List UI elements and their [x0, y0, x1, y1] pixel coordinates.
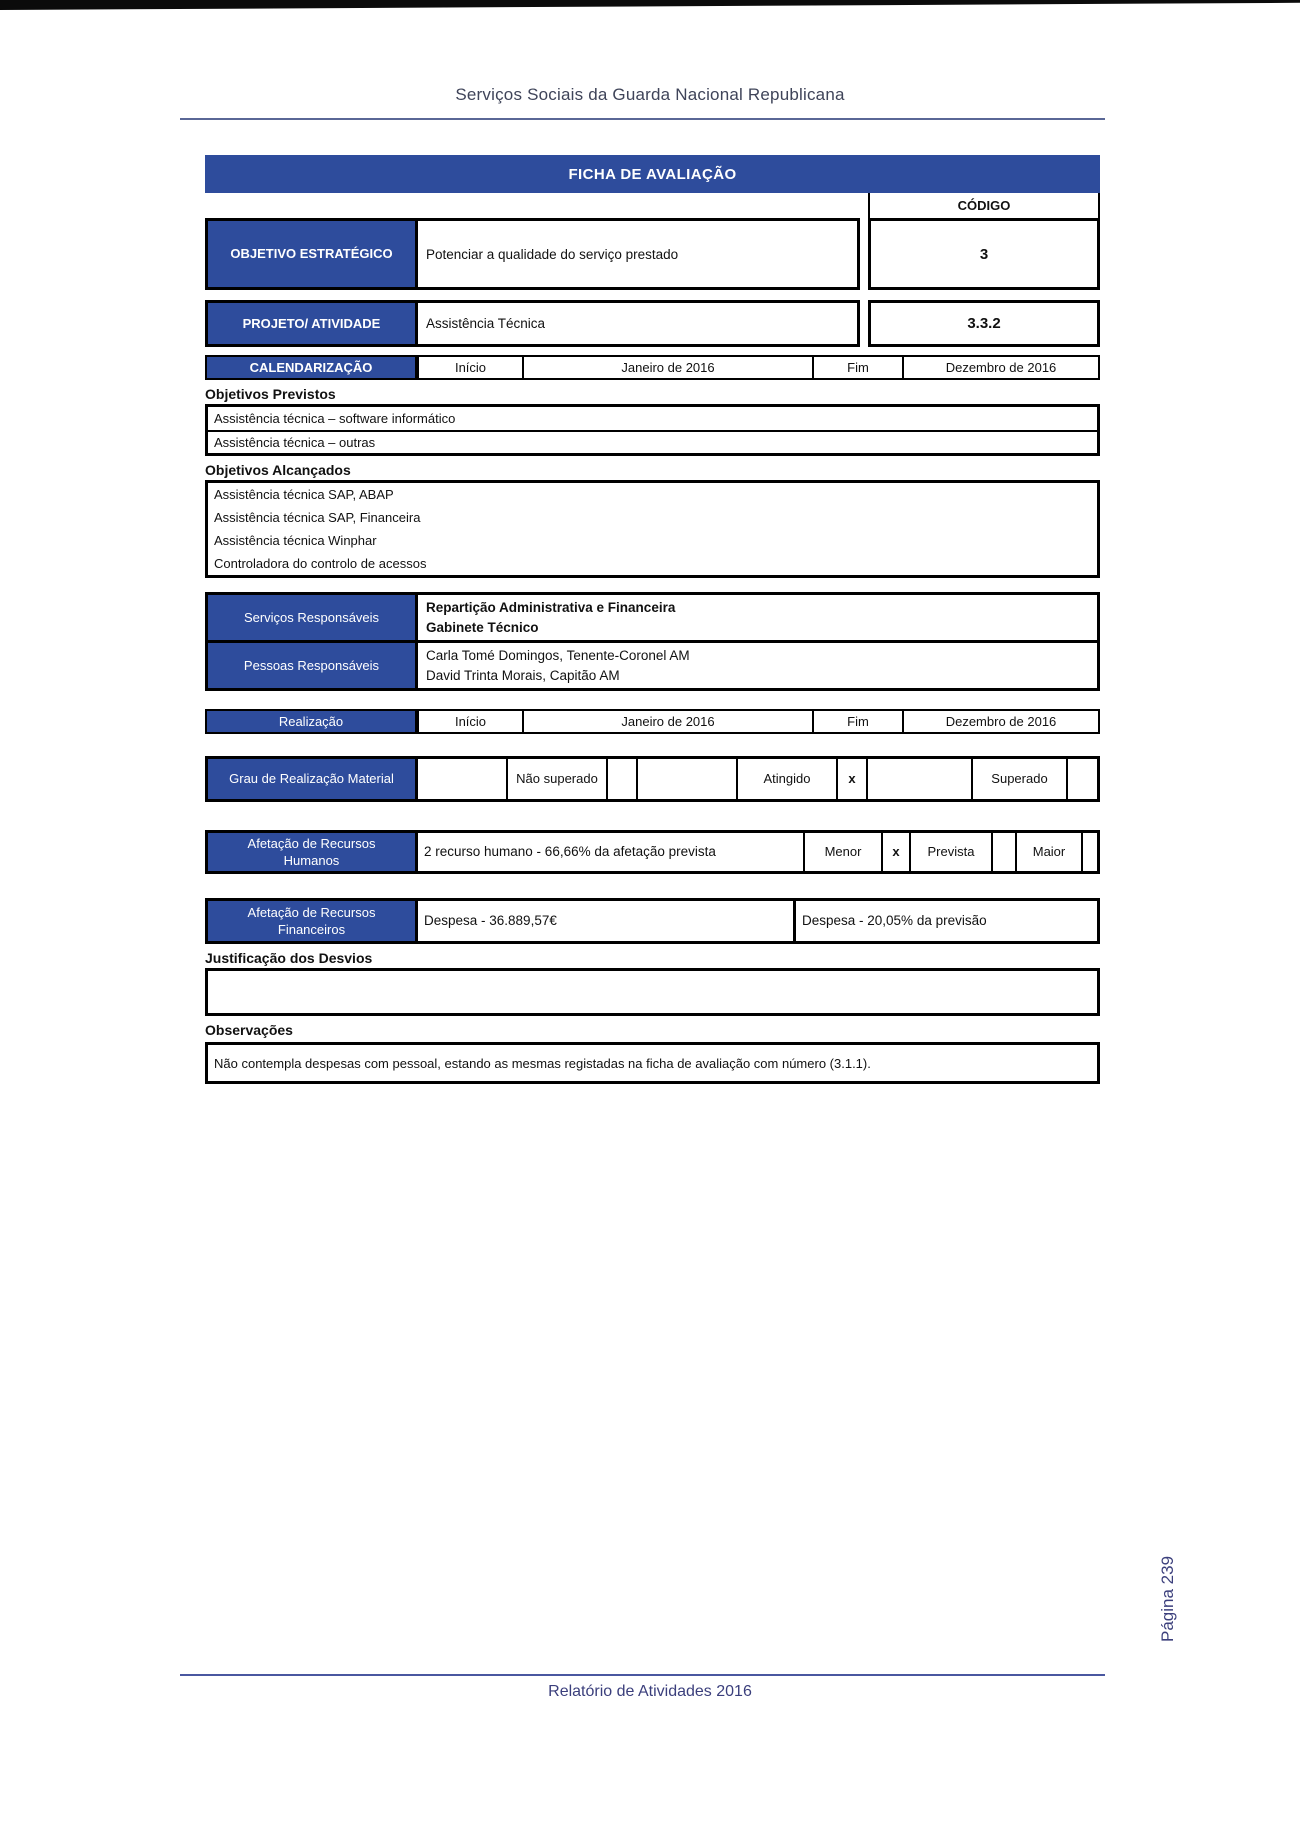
objetivos-previstos-heading: Objetivos Previstos [205, 386, 336, 402]
calendarizacao-inicio-label: Início [417, 357, 522, 378]
codigo-header-row: CÓDIGO [205, 193, 1100, 218]
checkbox-menor: x [881, 833, 909, 872]
recursos-humanos-value: 2 recurso humano - 66,66% da afetação pr… [424, 844, 716, 860]
calendarizacao-inicio-value: Janeiro de 2016 [522, 357, 812, 378]
projeto-atividade-row: PROJETO/ ATIVIDADE Assistência Técnica 3… [205, 300, 1100, 347]
objetivo-estrategico-label: OBJETIVO ESTRATÉGICO [208, 221, 418, 287]
servicos-responsaveis-label: Serviços Responsáveis [208, 595, 418, 641]
recursos-humanos-row: Afetação de Recursos Humanos 2 recurso h… [205, 830, 1100, 875]
page-header-title: Serviços Sociais da Guarda Nacional Repu… [455, 85, 845, 104]
checkbox-atingido: x [836, 759, 866, 800]
objetivo-estrategico-value: Potenciar a qualidade do serviço prestad… [426, 246, 679, 262]
checkbox-nao-superado [606, 759, 636, 800]
responsaveis-box: Serviços Responsáveis Repartição Adminis… [205, 592, 1100, 692]
empty-cell [866, 759, 971, 800]
objetivo-estrategico-box: OBJETIVO ESTRATÉGICO Potenciar a qualida… [205, 218, 860, 290]
objetivos-previstos-box: Assistência técnica – software informáti… [205, 404, 1100, 456]
checkbox-prevista [991, 833, 1015, 872]
calendarizacao-fim-value: Dezembro de 2016 [902, 357, 1098, 378]
empty-cell [636, 759, 736, 800]
form-content: FICHA DE AVALIAÇÃO CÓDIGO OBJETIVO ESTRA… [205, 155, 1100, 1085]
projeto-atividade-box: PROJETO/ ATIVIDADE Assistência Técnica [205, 300, 860, 347]
observacoes-heading: Observações [205, 1022, 293, 1039]
list-item: Assistência técnica SAP, Financeira [214, 510, 421, 525]
objetivo-codigo-value: 3 [868, 218, 1100, 290]
despesa-value: Despesa - 36.889,57€ [424, 913, 557, 929]
page-number-vertical: Página 239 [1158, 1555, 1177, 1642]
codigo-header-label: CÓDIGO [868, 193, 1100, 218]
form-title-banner: FICHA DE AVALIAÇÃO [205, 155, 1100, 193]
calendarizacao-row: CALENDARIZAÇÃO Início Janeiro de 2016 Fi… [205, 355, 1100, 380]
servicos-responsaveis-row: Serviços Responsáveis Repartição Adminis… [208, 595, 1097, 641]
footer-title: Relatório de Atividades 2016 [548, 1683, 752, 1700]
option-atingido-label: Atingido [736, 759, 836, 800]
list-item: Assistência técnica Winphar [214, 533, 377, 548]
list-item: Assistência técnica SAP, ABAP [214, 487, 394, 502]
resp-line: Gabinete Técnico [426, 619, 539, 635]
list-item: Assistência técnica – software informáti… [214, 411, 456, 426]
spacer [860, 300, 868, 347]
projeto-atividade-label: PROJETO/ ATIVIDADE [208, 303, 418, 344]
justificacao-box [205, 968, 1100, 1017]
option-nao-superado-label: Não superado [506, 759, 606, 800]
grau-realizacao-row: Grau de Realização Material Não superado… [205, 756, 1100, 803]
recursos-financeiros-row: Afetação de Recursos Financeiros Despesa… [205, 898, 1100, 945]
calendarizacao-label: CALENDARIZAÇÃO [207, 357, 417, 378]
option-prevista-label: Prevista [909, 833, 991, 872]
option-menor-label: Menor [803, 833, 881, 872]
calendarizacao-fim-label: Fim [812, 357, 902, 378]
projeto-atividade-value: Assistência Técnica [426, 316, 546, 331]
resp-line: David Trinta Morais, Capitão AM [426, 667, 620, 683]
objetivos-alcancados-heading: Objetivos Alcançados [205, 462, 351, 478]
pessoas-responsaveis-row: Pessoas Responsáveis Carla Tomé Domingos… [208, 640, 1097, 689]
servicos-responsaveis-value: Repartição Administrativa e Financeira G… [418, 595, 1097, 640]
recursos-financeiros-label: Afetação de Recursos Financeiros [208, 901, 418, 942]
footer-rule [180, 1674, 1105, 1676]
header-rule [180, 118, 1105, 120]
justificacao-heading: Justificação dos Desvios [205, 950, 373, 967]
scan-artifact-top-bar [0, 0, 1300, 10]
realizacao-inicio-value: Janeiro de 2016 [522, 711, 812, 733]
projeto-codigo-value: 3.3.2 [868, 300, 1100, 347]
grau-realizacao-label: Grau de Realização Material [208, 759, 418, 800]
checkbox-maior [1081, 833, 1097, 872]
pessoas-responsaveis-value: Carla Tomé Domingos, Tenente-Coronel AM … [418, 643, 1097, 688]
resp-line: Repartição Administrativa e Financeira [426, 600, 676, 615]
checkbox-superado [1066, 759, 1097, 800]
option-superado-label: Superado [971, 759, 1066, 800]
realizacao-fim-value: Dezembro de 2016 [902, 711, 1098, 733]
observacoes-box: Não contempla despesas com pessoal, esta… [205, 1042, 1100, 1085]
realizacao-inicio-label: Início [417, 711, 522, 733]
spacer [860, 218, 868, 290]
realizacao-fim-label: Fim [812, 711, 902, 733]
objetivos-alcancados-box: Assistência técnica SAP, ABAP Assistênci… [205, 480, 1100, 578]
realizacao-row: Realização Início Janeiro de 2016 Fim De… [205, 709, 1100, 735]
resp-line: Carla Tomé Domingos, Tenente-Coronel AM [426, 648, 690, 664]
list-item: Assistência técnica – outras [208, 430, 1097, 453]
objetivo-estrategico-row: OBJETIVO ESTRATÉGICO Potenciar a qualida… [205, 218, 1100, 290]
realizacao-label: Realização [207, 711, 417, 733]
despesa-previsao-value: Despesa - 20,05% da previsão [793, 901, 1097, 942]
recursos-humanos-label: Afetação de Recursos Humanos [208, 833, 418, 872]
empty-cell [418, 759, 506, 799]
pessoas-responsaveis-label: Pessoas Responsáveis [208, 643, 418, 689]
list-item: Controladora do controlo de acessos [214, 556, 427, 571]
option-maior-label: Maior [1015, 833, 1081, 872]
